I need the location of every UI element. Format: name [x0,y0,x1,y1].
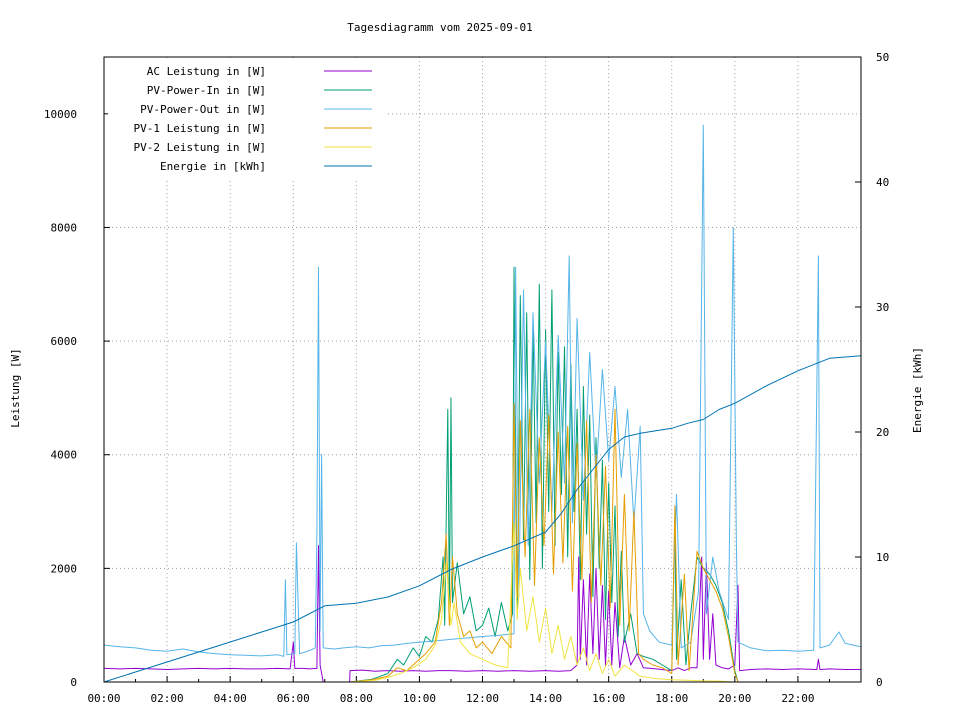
series-line-3 [349,403,739,683]
y-tick-label: 6000 [51,335,78,348]
legend-label: PV-Power-Out in [W] [140,103,266,116]
x-tick-label: 10:00 [403,692,436,705]
y2-tick-label: 0 [876,676,883,689]
legend-label: PV-Power-In in [W] [147,84,266,97]
legend-label: AC Leistung in [W] [147,65,266,78]
legend-background [108,59,386,180]
y2-tick-label: 50 [876,51,889,64]
x-tick-label: 14:00 [529,692,562,705]
y2-axis-label: Energie [kWh] [911,347,924,433]
y-tick-label: 0 [70,676,77,689]
y-tick-label: 10000 [44,108,77,121]
x-tick-label: 12:00 [466,692,499,705]
x-tick-label: 22:00 [781,692,814,705]
plot-frame [103,56,862,683]
x-tick-label: 20:00 [718,692,751,705]
legend: AC Leistung in [W] PV-Power-In in [W] PV-P… [134,65,372,173]
y-axis-label: Leistung [W] [9,348,22,427]
y-tick-label: 4000 [51,449,78,462]
legend-label: Energie in [kWh] [160,160,266,173]
y-tick-label: 8000 [51,221,78,234]
series-line-4 [349,522,735,683]
y2-tick-label: 30 [876,301,889,314]
chart-title: Tagesdiagramm vom 2025-09-01 [347,21,532,34]
x-tick-label: 00:00 [87,692,120,705]
x-tick-label: 04:00 [214,692,247,705]
x-tick-label: 06:00 [277,692,310,705]
series-line-0 [103,545,861,683]
y2-tick-label: 40 [876,176,889,189]
y2-tick-label: 10 [876,551,889,564]
series-line-2 [103,124,862,657]
y2-tick-label: 20 [876,426,889,439]
legend-label: PV-1 Leistung in [W] [134,122,266,135]
series-line-5 [103,355,862,683]
x-tick-label: 08:00 [340,692,373,705]
legend-label: PV-2 Leistung in [W] [134,141,266,154]
x-tick-label: 18:00 [655,692,688,705]
x-tick-label: 02:00 [151,692,184,705]
series-lines [103,124,862,683]
axis-ticks: 00:00 02:00 04:00 06:00 08:00 10:00 12:00 14:00… [44,51,889,705]
y-tick-label: 2000 [51,562,78,575]
x-tick-label: 16:00 [592,692,625,705]
series-line-1 [349,266,739,683]
